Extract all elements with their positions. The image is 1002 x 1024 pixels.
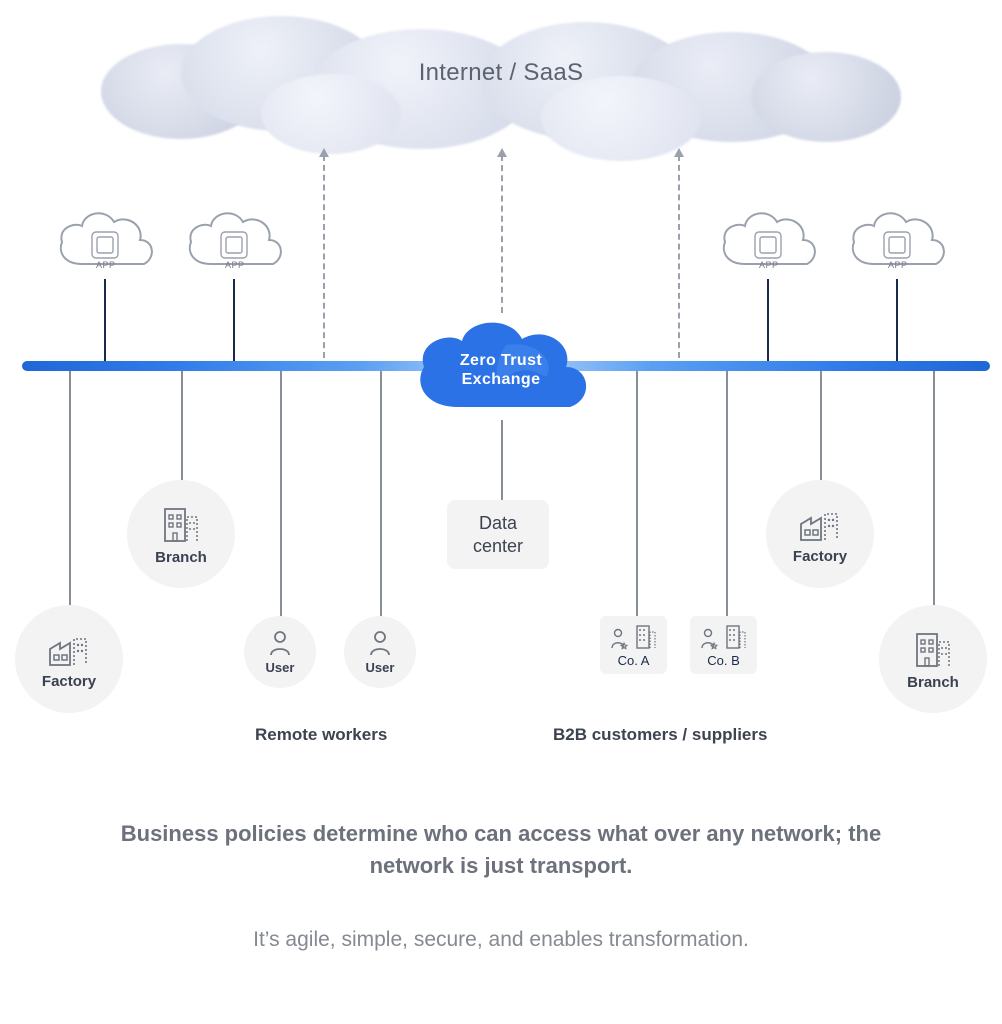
- factory-node: Factory: [15, 605, 123, 713]
- node-label: User: [266, 660, 295, 675]
- node-label: Branch: [155, 549, 207, 566]
- branch-node: Branch: [879, 605, 987, 713]
- app-cloud-icon: APP: [181, 206, 287, 280]
- app-label: APP: [888, 260, 908, 270]
- building-icon: [911, 628, 955, 670]
- node-label: Factory: [42, 673, 96, 690]
- user-icon: [268, 630, 292, 656]
- building-icon: [159, 503, 203, 545]
- dashed-arrow: [323, 155, 325, 358]
- connector-line: [501, 420, 503, 508]
- connector-line: [69, 371, 71, 613]
- dashed-arrow: [501, 155, 503, 313]
- factory-icon: [46, 629, 92, 669]
- branch-node: Branch: [127, 480, 235, 588]
- app-label: APP: [96, 260, 116, 270]
- factory-icon: [797, 504, 843, 544]
- company-node: Co. B: [690, 616, 757, 674]
- app-stem: [104, 279, 106, 362]
- node-label: Data: [473, 512, 523, 535]
- app-cloud-icon: APP: [844, 206, 950, 280]
- caption-bold: Business policies determine who can acce…: [111, 818, 891, 882]
- b2b-label: B2B customers / suppliers: [553, 725, 767, 745]
- node-label: Branch: [907, 674, 959, 691]
- caption-light: It’s agile, simple, secure, and enables …: [111, 928, 891, 952]
- app-stem: [896, 279, 898, 362]
- app-label: APP: [759, 260, 779, 270]
- user-node: User: [344, 616, 416, 688]
- factory-node: Factory: [766, 480, 874, 588]
- node-label: Co. A: [618, 653, 650, 668]
- zero-trust-diagram: Internet / SaaS APP APP APP APP Zero Tru…: [0, 0, 1002, 1024]
- connector-line: [380, 371, 382, 625]
- app-stem: [233, 279, 235, 362]
- app-cloud-icon: APP: [52, 206, 158, 280]
- connector-line: [933, 371, 935, 613]
- zero-trust-exchange-cloud: Zero Trust Exchange: [406, 315, 596, 423]
- connector-line: [280, 371, 282, 625]
- connector-line: [820, 371, 822, 487]
- center-cloud-label: Zero Trust: [460, 352, 542, 370]
- node-label: Co. B: [707, 653, 740, 668]
- company-node: Co. A: [600, 616, 667, 674]
- user-star-icon: [700, 628, 720, 650]
- building-icon: [725, 624, 747, 650]
- user-node: User: [244, 616, 316, 688]
- app-cloud-icon: APP: [715, 206, 821, 280]
- user-icon: [368, 630, 392, 656]
- center-cloud-label: Exchange: [462, 371, 541, 389]
- connector-line: [726, 371, 728, 625]
- remote-workers-label: Remote workers: [255, 725, 387, 745]
- data-center-node: Data center: [447, 500, 549, 569]
- connector-line: [636, 371, 638, 625]
- building-icon: [635, 624, 657, 650]
- node-label: center: [473, 535, 523, 558]
- node-label: Factory: [793, 548, 847, 565]
- app-stem: [767, 279, 769, 362]
- dashed-arrow: [678, 155, 680, 358]
- user-star-icon: [610, 628, 630, 650]
- connector-line: [181, 371, 183, 487]
- node-label: User: [366, 660, 395, 675]
- app-label: APP: [225, 260, 245, 270]
- internet-saas-label: Internet / SaaS: [419, 59, 584, 87]
